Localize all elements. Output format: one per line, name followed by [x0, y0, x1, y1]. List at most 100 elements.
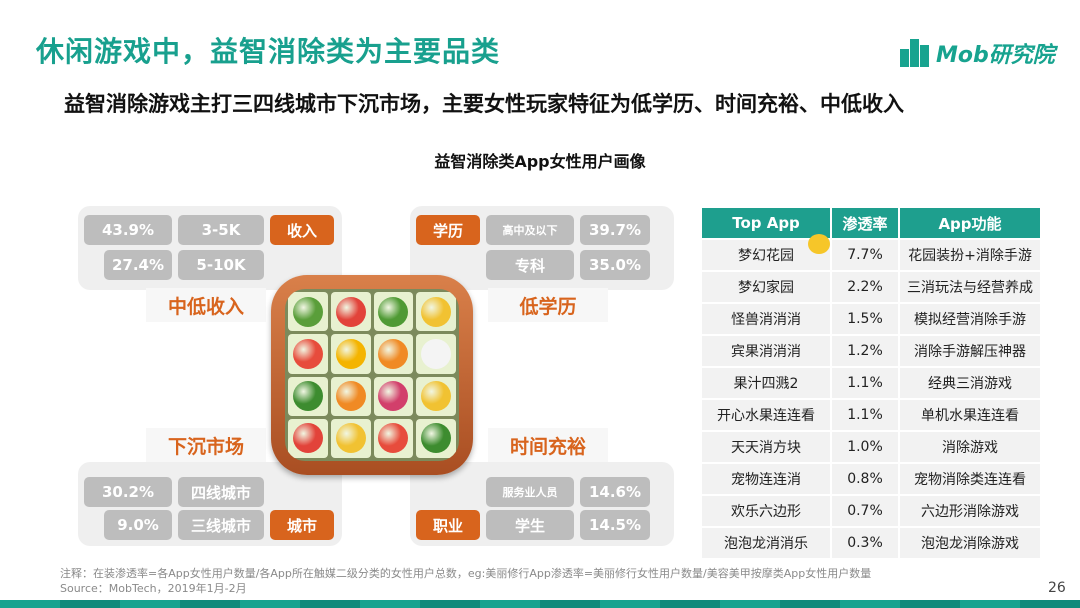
app-function-cell: 花园装扮+消除手游	[900, 240, 1040, 270]
market-tag: 城市	[270, 510, 334, 540]
fruit-icon	[335, 423, 366, 454]
education-label: 低学历	[488, 288, 608, 322]
fruit-icon	[421, 381, 452, 412]
board-tile	[288, 334, 328, 374]
board-tile	[330, 334, 371, 374]
fruit-board	[285, 289, 459, 461]
sticker-icon	[808, 234, 830, 254]
time-tag: 职业	[416, 510, 480, 540]
app-function-cell: 消除手游解压神器	[900, 336, 1040, 366]
table-row: 宠物连连消 0.8% 宠物消除类连连看	[702, 464, 1040, 494]
table-row: 天天消方块 1.0% 消除游戏	[702, 432, 1040, 462]
board-tile	[288, 376, 328, 416]
time-name-2: 学生	[486, 510, 574, 540]
market-label: 下沉市场	[146, 428, 266, 462]
brand-logo: Mob研究院	[900, 36, 1055, 70]
app-penetration-cell: 2.2%	[832, 272, 898, 302]
board-tile	[330, 418, 371, 458]
app-function-cell: 六边形消除游戏	[900, 496, 1040, 526]
time-label: 时间充裕	[488, 428, 608, 462]
board-tile	[373, 334, 414, 374]
board-tile	[373, 376, 414, 416]
fruit-icon	[378, 296, 409, 327]
fruit-icon	[378, 423, 409, 454]
board-tile	[416, 418, 456, 458]
fruit-icon	[378, 381, 409, 412]
board-tile	[373, 418, 414, 458]
board-tile	[330, 376, 371, 416]
footer-bar	[0, 600, 1080, 608]
logo-mark-icon	[900, 39, 930, 67]
section-title: 益智消除类App女性用户画像	[434, 152, 646, 171]
table-row: 果汁四溅2 1.1% 经典三消游戏	[702, 368, 1040, 398]
app-penetration-cell: 0.7%	[832, 496, 898, 526]
app-function-cell: 单机水果连连看	[900, 400, 1040, 430]
market-pct-1: 30.2%	[84, 477, 172, 507]
market-name-2: 三线城市	[178, 510, 264, 540]
education-name-2: 专科	[486, 250, 574, 280]
market-name-1: 四线城市	[178, 477, 264, 507]
app-penetration-cell: 1.1%	[832, 400, 898, 430]
time-pct-1: 14.6%	[580, 477, 650, 507]
education-pct-2: 35.0%	[580, 250, 650, 280]
table-row: 开心水果连连看 1.1% 单机水果连连看	[702, 400, 1040, 430]
source-text: Source：MobTech，2019年1月-2月	[60, 582, 247, 595]
app-penetration-cell: 0.3%	[832, 528, 898, 558]
app-penetration-cell: 0.8%	[832, 464, 898, 494]
app-name-cell: 宾果消消消	[702, 336, 830, 366]
fruit-icon	[292, 381, 323, 412]
income-pct-2: 27.4%	[104, 250, 172, 280]
header-penetration: 渗透率	[832, 208, 898, 238]
fruit-icon	[335, 338, 366, 369]
fruit-icon	[335, 381, 366, 412]
board-tile	[288, 418, 328, 458]
table-row: 梦幻花园 7.7% 花园装扮+消除手游	[702, 240, 1040, 270]
app-name-cell: 梦幻花园	[702, 240, 830, 270]
board-tile	[416, 334, 456, 374]
app-penetration-cell: 1.5%	[832, 304, 898, 334]
income-label: 中低收入	[146, 288, 266, 322]
app-name-cell: 怪兽消消消	[702, 304, 830, 334]
app-name-cell: 果汁四溅2	[702, 368, 830, 398]
market-pct-2: 9.0%	[104, 510, 172, 540]
education-tag: 学历	[416, 215, 480, 245]
app-penetration-cell: 7.7%	[832, 240, 898, 270]
header-top-app: Top App	[702, 208, 830, 238]
income-tag: 收入	[270, 215, 334, 245]
match-game-icon	[271, 275, 473, 475]
board-tile	[288, 292, 328, 332]
fruit-icon	[292, 338, 323, 369]
income-range-2: 5-10K	[178, 250, 264, 280]
time-name-1: 服务业人员	[486, 477, 574, 507]
board-tile	[330, 292, 371, 332]
education-pct-1: 39.7%	[580, 215, 650, 245]
fruit-icon	[292, 423, 323, 454]
app-function-cell: 宠物消除类连连看	[900, 464, 1040, 494]
table-row: 宾果消消消 1.2% 消除手游解压神器	[702, 336, 1040, 366]
fruit-icon	[421, 338, 452, 369]
app-name-cell: 宠物连连消	[702, 464, 830, 494]
fruit-icon	[292, 296, 323, 327]
app-name-cell: 天天消方块	[702, 432, 830, 462]
app-function-cell: 泡泡龙消除游戏	[900, 528, 1040, 558]
app-function-cell: 经典三消游戏	[900, 368, 1040, 398]
app-name-cell: 泡泡龙消消乐	[702, 528, 830, 558]
time-pct-2: 14.5%	[580, 510, 650, 540]
board-tile	[416, 292, 456, 332]
logo-text: Mob研究院	[936, 43, 1055, 68]
page-number: 26	[1048, 580, 1066, 596]
board-tile	[373, 292, 414, 332]
fruit-icon	[335, 296, 366, 327]
app-penetration-cell: 1.2%	[832, 336, 898, 366]
app-function-cell: 模拟经营消除手游	[900, 304, 1040, 334]
footnote: 注释：在装渗透率=各App女性用户数量/各App所在触媒二级分类的女性用户总数，…	[60, 566, 871, 596]
header-function: App功能	[900, 208, 1040, 238]
footnote-text: 注释：在装渗透率=各App女性用户数量/各App所在触媒二级分类的女性用户总数，…	[60, 567, 872, 580]
table-row: 怪兽消消消 1.5% 模拟经营消除手游	[702, 304, 1040, 334]
app-function-cell: 消除游戏	[900, 432, 1040, 462]
app-function-cell: 三消玩法与经营养成	[900, 272, 1040, 302]
education-name-1: 高中及以下	[486, 215, 574, 245]
income-pct-1: 43.9%	[84, 215, 172, 245]
page-title: 休闲游戏中，益智消除类为主要品类	[36, 35, 501, 68]
income-range-1: 3-5K	[178, 215, 264, 245]
